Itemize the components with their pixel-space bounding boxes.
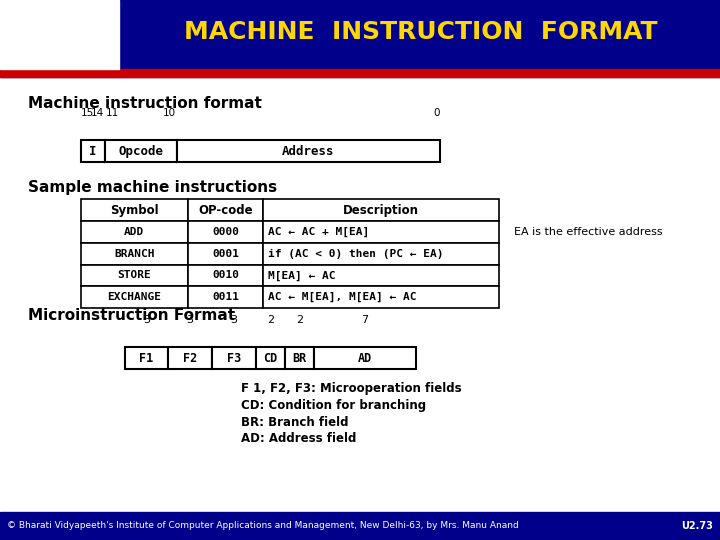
Bar [105, 140, 176, 162]
Bar [81, 199, 188, 221]
Text: Opcode: Opcode [118, 145, 163, 158]
Text: M[EA] ← AC: M[EA] ← AC [269, 271, 336, 280]
Text: F 1, F2, F3: Microoperation fields: F 1, F2, F3: Microoperation fields [241, 382, 462, 395]
Text: BR: BR [292, 352, 307, 365]
Text: 3: 3 [230, 315, 238, 325]
Bar [188, 286, 264, 308]
Text: Description: Description [343, 204, 419, 217]
Text: MACHINE  INSTRUCTION  FORMAT: MACHINE INSTRUCTION FORMAT [184, 21, 658, 44]
Bar [125, 347, 168, 369]
Bar [81, 221, 188, 243]
Text: 2: 2 [296, 315, 303, 325]
Bar [81, 243, 188, 265]
Text: BR: Branch field: BR: Branch field [241, 416, 348, 429]
Bar [81, 265, 188, 286]
Text: 15: 15 [81, 107, 94, 118]
Bar [264, 286, 499, 308]
Text: © Bharati Vidyapeeth's Institute of Computer Applications and Management, New De: © Bharati Vidyapeeth's Institute of Comp… [7, 522, 519, 530]
Bar [188, 221, 264, 243]
Text: if (AC < 0) then (PC ← EA): if (AC < 0) then (PC ← EA) [269, 249, 444, 259]
Text: STORE: STORE [117, 271, 151, 280]
Text: 14: 14 [91, 107, 104, 118]
Bar [212, 347, 256, 369]
Text: 0000: 0000 [212, 227, 239, 237]
Text: 10: 10 [163, 107, 176, 118]
Text: 3: 3 [143, 315, 150, 325]
Text: F2: F2 [183, 352, 197, 365]
Bar [188, 199, 264, 221]
Bar [81, 286, 188, 308]
Text: F3: F3 [227, 352, 241, 365]
Text: 0011: 0011 [212, 292, 239, 302]
Text: 0010: 0010 [212, 271, 239, 280]
Bar [0, 70, 720, 77]
Text: Microinstruction Format: Microinstruction Format [27, 308, 235, 323]
Text: OP-code: OP-code [198, 204, 253, 217]
Text: Sample machine instructions: Sample machine instructions [27, 180, 276, 195]
Text: Symbol: Symbol [110, 204, 158, 217]
Text: EA is the effective address: EA is the effective address [513, 227, 662, 237]
Text: 11: 11 [106, 107, 120, 118]
Bar [188, 265, 264, 286]
Text: 0001: 0001 [212, 249, 239, 259]
Text: CD: CD [263, 352, 277, 365]
Text: 0: 0 [433, 107, 440, 118]
Text: I: I [89, 145, 96, 158]
Text: F1: F1 [140, 352, 153, 365]
Text: 7: 7 [361, 315, 369, 325]
Text: AD: AD [358, 352, 372, 365]
Text: Machine instruction format: Machine instruction format [27, 96, 261, 111]
Text: AC ← AC + M[EA]: AC ← AC + M[EA] [269, 227, 369, 237]
Bar [0, 0, 119, 70]
Bar [256, 347, 284, 369]
Text: Address: Address [282, 145, 335, 158]
Bar [314, 347, 415, 369]
Text: U2.73: U2.73 [681, 521, 713, 531]
Bar [176, 140, 440, 162]
Bar [81, 140, 105, 162]
Text: 3: 3 [186, 315, 194, 325]
Text: ADD: ADD [125, 227, 145, 237]
Bar [264, 199, 499, 221]
Bar [264, 265, 499, 286]
Text: AC ← M[EA], M[EA] ← AC: AC ← M[EA], M[EA] ← AC [269, 292, 417, 302]
Bar [284, 347, 314, 369]
Text: EXCHANGE: EXCHANGE [107, 292, 161, 302]
Text: 2: 2 [266, 315, 274, 325]
Bar [264, 221, 499, 243]
Bar [264, 243, 499, 265]
Text: AD: Address field: AD: Address field [241, 433, 356, 446]
Bar [188, 243, 264, 265]
Text: BRANCH: BRANCH [114, 249, 155, 259]
Bar [168, 347, 212, 369]
Text: CD: Condition for branching: CD: Condition for branching [241, 399, 426, 412]
